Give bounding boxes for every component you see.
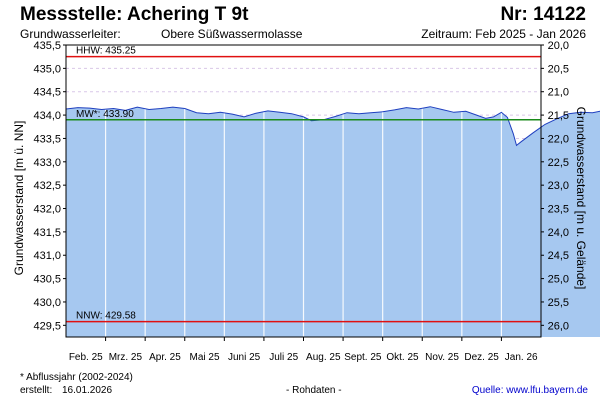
y-tick-label: 430,0 [33, 297, 61, 309]
y-tick-label: 435,5 [33, 40, 61, 52]
station-number: Nr: 14122 [500, 4, 586, 25]
aquifer-label: Grundwasserleiter: [20, 27, 121, 41]
water-level-line [65, 106, 600, 147]
y2-tick-label: 23,5 [548, 204, 569, 216]
x-tick-label: Dez. 25 [464, 352, 499, 363]
y-axis-label: Grundwasserstand [m ü. NN] [12, 121, 26, 276]
created-label: erstellt: [20, 385, 53, 396]
y2-tick-label: 24,0 [548, 227, 569, 239]
y2-tick-label: 24,5 [548, 250, 569, 262]
month-grid-lines [104, 45, 503, 337]
reference-label-hhw: HHW: 435.25 [76, 46, 136, 57]
reference-lines: HHW: 435.25 MW*: 433.90 NNW: 429.58 [66, 46, 541, 323]
y2-tick-label: 23,0 [548, 180, 569, 192]
period-label: Zeitraum: Feb 2025 - Jan 2026 [421, 27, 586, 41]
x-axis-ticks: Feb. 25 Mrz. 25 Apr. 25 Mai 25 Juni 25 Juli 2… [69, 337, 538, 363]
rawdata-note: - Rohdaten - [286, 385, 342, 396]
y2-tick-label: 22,0 [548, 133, 569, 145]
x-tick-label: Juni 25 [228, 352, 261, 363]
y-tick-label: 435,0 [33, 63, 61, 75]
y-tick-label: 433,5 [33, 133, 61, 145]
x-tick-label: Feb. 25 [69, 352, 103, 363]
x-tick-label: Mrz. 25 [109, 352, 143, 363]
y-tick-label: 433,0 [33, 157, 61, 169]
y2-tick-label: 26,0 [548, 320, 569, 332]
x-tick-label: Aug. 25 [306, 352, 341, 363]
source-label: Quelle: [471, 385, 504, 396]
y2-axis-label: Grundwasserstand [m u. Gelände] [574, 107, 588, 290]
x-tick-label: Sept. 25 [344, 352, 382, 363]
y-tick-label: 431,0 [33, 250, 61, 262]
footnote: * Abflussjahr (2002-2024) [20, 372, 133, 383]
y2-tick-label: 21,0 [548, 87, 569, 99]
y2-tick-label: 20,5 [548, 63, 569, 75]
x-tick-label: Mai 25 [190, 352, 220, 363]
y-tick-label: 434,0 [33, 110, 61, 122]
x-tick-label: Okt. 25 [386, 352, 419, 363]
y-tick-label: 431,5 [33, 227, 61, 239]
aquifer-value: Obere Süßwassermolasse [161, 27, 303, 41]
y2-tick-label: 21,5 [548, 110, 569, 122]
x-tick-label: Jan. 26 [505, 352, 538, 363]
chart-title: Messstelle: Achering T 9t [20, 4, 249, 25]
y2-tick-label: 20,0 [548, 40, 569, 52]
reference-label-mw: MW*: 433.90 [76, 109, 134, 120]
source-link[interactable]: www.lfu.bayern.de [506, 385, 588, 396]
y2-tick-label: 25,0 [548, 274, 569, 286]
created-date: 16.01.2026 [62, 385, 113, 396]
y-tick-label: 434,5 [33, 87, 61, 99]
x-tick-label: Juli 25 [269, 352, 298, 363]
water-level-area [66, 106, 600, 337]
y2-axis-ticks: 20,0 20,5 21,0 21,5 22,0 22,5 23,0 23,5 24,0 24,5… [541, 40, 569, 332]
source: Quelle: www.lfu.bayern.de [472, 385, 588, 396]
y-tick-label: 432,0 [33, 204, 61, 216]
x-tick-label: Apr. 25 [149, 352, 181, 363]
y-axis-ticks: 435,5 435,0 434,5 434,0 433,5 433,0 432,5 432,0… [33, 40, 66, 332]
y2-tick-label: 25,5 [548, 297, 569, 309]
x-tick-label: Nov. 25 [425, 352, 459, 363]
y2-tick-label: 22,5 [548, 157, 569, 169]
reference-label-nnw: NNW: 429.58 [76, 311, 136, 322]
y-tick-label: 432,5 [33, 180, 61, 192]
y-tick-label: 429,5 [33, 320, 61, 332]
y-tick-label: 430,5 [33, 274, 61, 286]
